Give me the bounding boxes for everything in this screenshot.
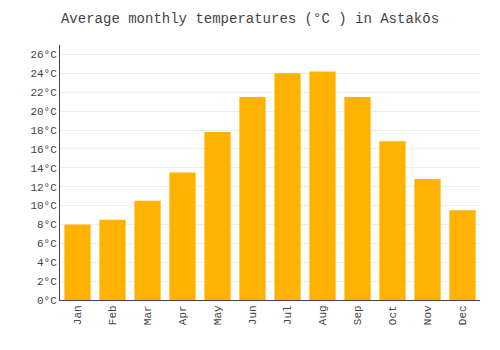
svg-text:22°C: 22°C xyxy=(30,87,57,99)
svg-text:Dec: Dec xyxy=(457,305,469,325)
svg-text:10°C: 10°C xyxy=(30,200,57,212)
svg-text:Feb: Feb xyxy=(107,305,119,325)
svg-text:Average monthly temperatures (: Average monthly temperatures (°C ) in As… xyxy=(61,11,439,27)
svg-text:Mar: Mar xyxy=(142,305,154,325)
svg-text:Jan: Jan xyxy=(72,305,84,325)
svg-text:Oct: Oct xyxy=(387,305,399,325)
svg-text:24°C: 24°C xyxy=(30,68,57,80)
svg-text:Nov: Nov xyxy=(422,305,434,325)
svg-text:Aug: Aug xyxy=(317,305,329,325)
svg-text:26°C: 26°C xyxy=(30,49,57,61)
svg-text:12°C: 12°C xyxy=(30,182,57,194)
svg-text:20°C: 20°C xyxy=(30,106,57,118)
svg-text:Jul: Jul xyxy=(282,305,294,325)
svg-text:6°C: 6°C xyxy=(37,238,57,250)
svg-text:14°C: 14°C xyxy=(30,163,57,175)
svg-text:16°C: 16°C xyxy=(30,144,57,156)
svg-text:May: May xyxy=(212,305,224,325)
svg-text:0°C: 0°C xyxy=(37,295,57,307)
svg-text:Jun: Jun xyxy=(247,305,259,325)
svg-text:8°C: 8°C xyxy=(37,219,57,231)
svg-text:4°C: 4°C xyxy=(37,257,57,269)
svg-text:18°C: 18°C xyxy=(30,125,57,137)
svg-text:Sep: Sep xyxy=(352,305,364,325)
svg-text:Apr: Apr xyxy=(177,305,189,325)
svg-text:2°C: 2°C xyxy=(37,276,57,288)
